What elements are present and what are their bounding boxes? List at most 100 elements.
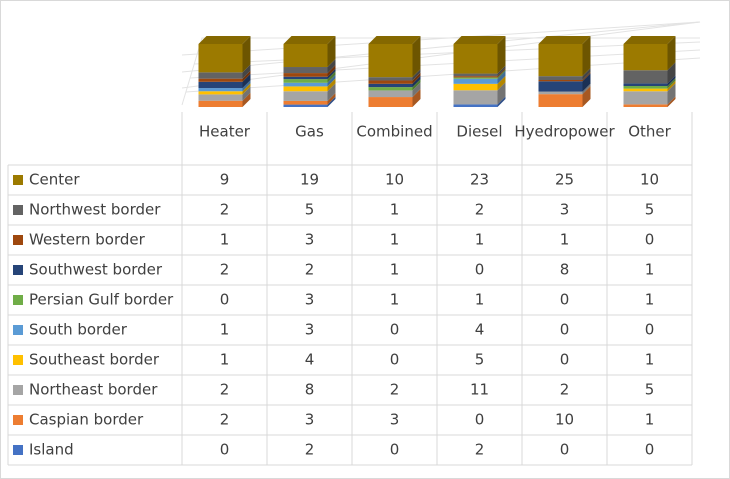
bar-side [582, 36, 591, 77]
legend-key [13, 205, 23, 215]
bar [368, 87, 413, 91]
data-cell: 5 [645, 201, 655, 219]
data-cell: 1 [475, 231, 485, 249]
data-cell: 9 [220, 171, 230, 189]
data-cell: 8 [305, 381, 315, 399]
bar-side [412, 89, 421, 107]
bar-top [623, 36, 676, 44]
x-tick-label: Hyedropower [514, 123, 615, 141]
x-tick-label: Heater [199, 123, 251, 141]
bar-side [242, 80, 251, 92]
data-cell: 4 [475, 321, 485, 339]
bar-side [497, 65, 506, 77]
bar-side [497, 70, 506, 84]
bar-side [497, 68, 506, 78]
bar-side [497, 69, 506, 79]
data-cell: 1 [645, 261, 655, 279]
bar-side [412, 75, 421, 88]
data-cell: 11 [470, 381, 489, 399]
data-cell: 0 [220, 291, 230, 309]
bar [283, 44, 328, 68]
data-cell: 1 [390, 231, 400, 249]
legend-key [13, 295, 23, 305]
bar-side [582, 72, 591, 82]
bar-side [582, 73, 591, 92]
legend-key [13, 445, 23, 455]
bar-side [497, 75, 506, 91]
bar-side [667, 96, 676, 107]
data-cell: 1 [645, 411, 655, 429]
bar [453, 73, 498, 77]
data-cell: 2 [475, 441, 485, 459]
bar [453, 76, 498, 78]
data-cell: 0 [645, 441, 655, 459]
bar [198, 78, 243, 82]
data-cell: 0 [560, 291, 570, 309]
bar-side [412, 82, 421, 98]
data-cell: 5 [645, 381, 655, 399]
bar [538, 76, 583, 80]
bar [198, 72, 243, 79]
bar [283, 76, 328, 80]
data-cell: 1 [220, 351, 230, 369]
data-cell: 1 [390, 291, 400, 309]
bar [623, 86, 668, 89]
bar-side [582, 86, 591, 107]
data-cell: 0 [390, 441, 400, 459]
bar [283, 67, 328, 74]
x-tick-label: Gas [295, 123, 324, 141]
bar [198, 91, 243, 95]
bar [283, 73, 328, 77]
bar-side [327, 36, 336, 68]
data-cell: 3 [390, 411, 400, 429]
legend-key [13, 385, 23, 395]
legend-key [13, 265, 23, 275]
bar-top [198, 36, 251, 44]
legend-key [13, 355, 23, 365]
legend-label: Persian Gulf border [29, 291, 174, 309]
legend-key [13, 175, 23, 185]
back-wall [181, 21, 701, 106]
bar-side [497, 96, 506, 107]
bar-side [242, 70, 251, 82]
bar-side [242, 92, 251, 107]
legend-label: Center [29, 171, 80, 189]
bar-side [667, 78, 676, 89]
x-tick-label: Combined [356, 123, 432, 141]
legend-key [13, 325, 23, 335]
bar-side [412, 79, 421, 91]
bar-side [327, 96, 336, 107]
data-cell: 4 [305, 351, 315, 369]
bar [623, 104, 668, 107]
data-cell: 0 [560, 441, 570, 459]
bar-side [327, 78, 336, 92]
data-cell: 8 [560, 261, 570, 279]
bar [623, 91, 668, 105]
bar-side [327, 71, 336, 83]
data-cell: 1 [390, 261, 400, 279]
data-cell: 10 [555, 411, 574, 429]
bar-side [327, 65, 336, 77]
bar [453, 77, 498, 79]
legend-label: Caspian border [29, 411, 144, 429]
bar-side [667, 83, 676, 105]
bar [283, 79, 328, 83]
bar [368, 83, 413, 88]
data-cell: 2 [560, 381, 570, 399]
data-cell: 10 [385, 171, 404, 189]
bar [198, 88, 243, 92]
bar [453, 104, 498, 107]
bar-side [327, 74, 336, 87]
data-cell: 1 [220, 321, 230, 339]
data-cell: 3 [305, 231, 315, 249]
data-cell: 1 [475, 291, 485, 309]
legend-label: South border [29, 321, 128, 339]
data-cell: 0 [560, 321, 570, 339]
data-cell: 0 [560, 351, 570, 369]
data-cell: 23 [470, 171, 489, 189]
data-cell: 1 [390, 201, 400, 219]
data-cell: 0 [645, 231, 655, 249]
bar-side [667, 75, 676, 86]
bar [538, 94, 583, 107]
data-cell: 1 [560, 231, 570, 249]
